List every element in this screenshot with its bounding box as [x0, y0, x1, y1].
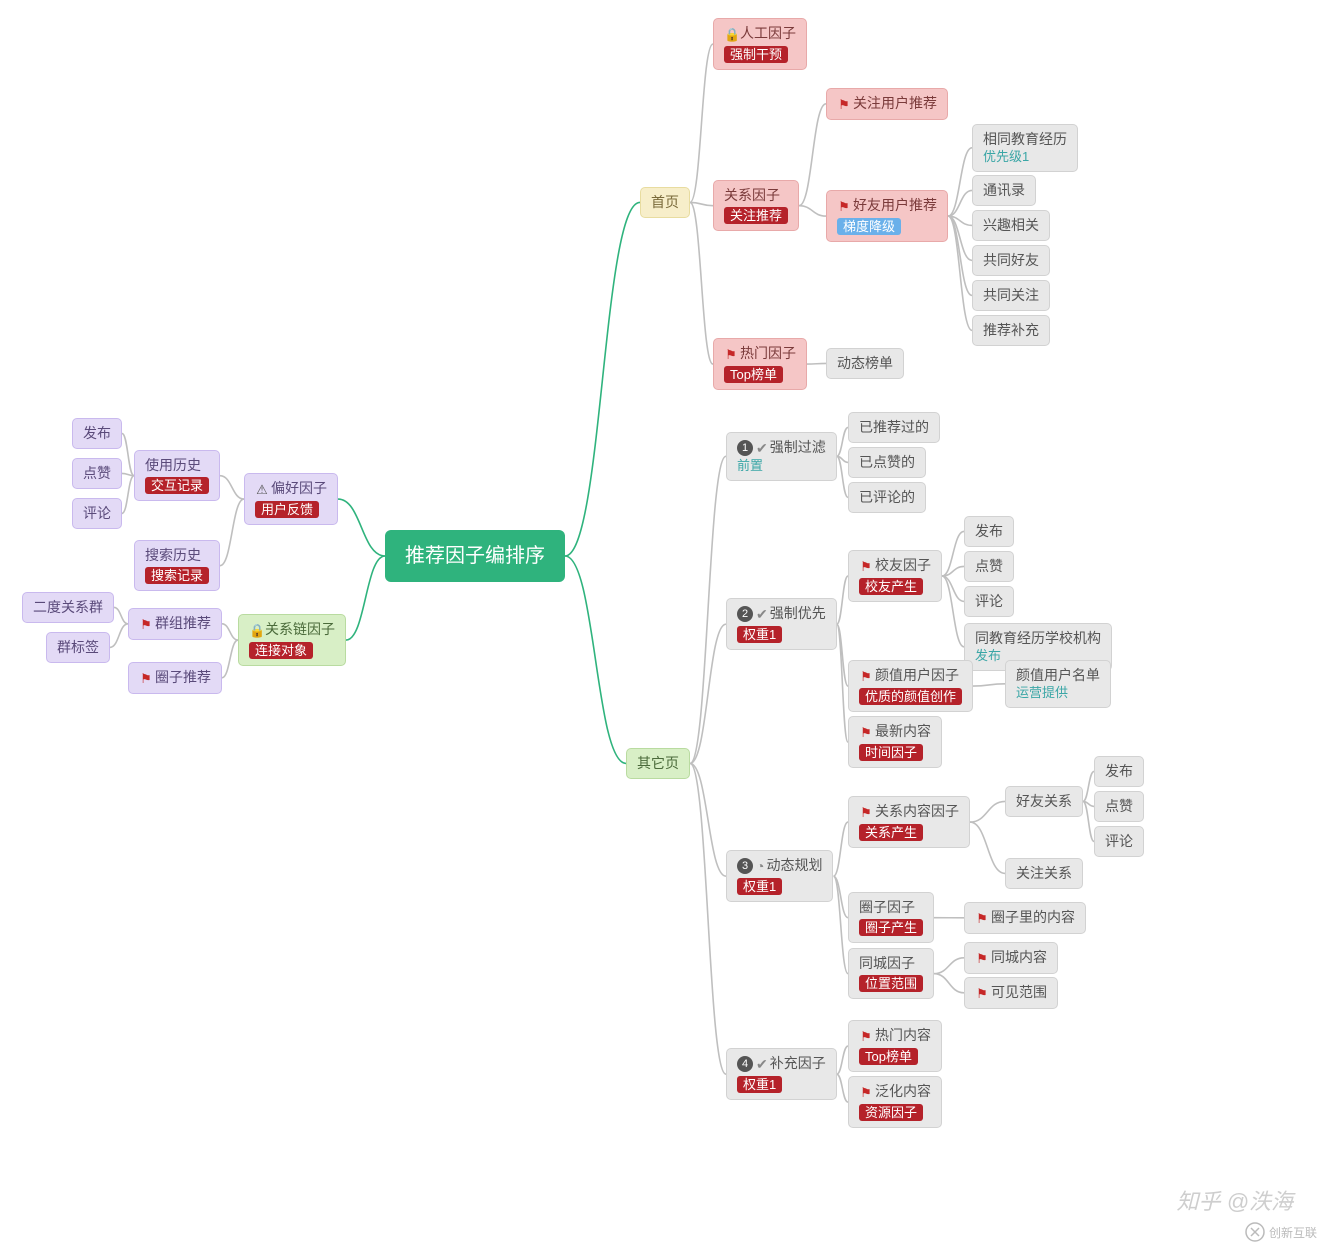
og-sub-3-1[interactable]: ⚑泛化内容资源因子: [848, 1076, 942, 1128]
pref-factor[interactable]: ⚠偏好因子用户反馈: [244, 473, 338, 525]
home-sleaf-1-1-5[interactable]: 推荐补充: [972, 315, 1050, 346]
og-s2leaf-2-0-0-0[interactable]: 发布: [1094, 756, 1144, 787]
watermark: 知乎 @泆海: [1177, 1184, 1293, 1216]
root-node[interactable]: 推荐因子编排序: [385, 530, 565, 582]
home-node[interactable]: 首页: [640, 187, 690, 218]
og-leaf-0-0[interactable]: 已推荐过的: [848, 412, 940, 443]
home-sleaf-1-1-4[interactable]: 共同关注: [972, 280, 1050, 311]
other-group-3[interactable]: 4✔补充因子权重1: [726, 1048, 837, 1100]
chain-leaf-0-0[interactable]: 二度关系群: [22, 592, 114, 623]
home-sleaf-1-1-0[interactable]: 相同教育经历优先级1: [972, 124, 1078, 172]
og-sleaf-2-2-0[interactable]: ⚑同城内容: [964, 942, 1058, 974]
pref-leaf-0-0[interactable]: 发布: [72, 418, 122, 449]
footer-logo: 创新互联: [1245, 1222, 1317, 1242]
other-group-2[interactable]: 3◔动态规划权重1: [726, 850, 833, 902]
og-sleaf-1-0-2[interactable]: 评论: [964, 586, 1014, 617]
other-group-1[interactable]: 2✔强制优先权重1: [726, 598, 837, 650]
home-sub-1-0[interactable]: ⚑关注用户推荐: [826, 88, 948, 120]
other-group-0[interactable]: 1✔强制过滤前置: [726, 432, 837, 481]
og-sleaf-1-0-0[interactable]: 发布: [964, 516, 1014, 547]
chain-leaf-0-1[interactable]: 群标签: [46, 632, 110, 663]
og-sub2-2-0-0[interactable]: 好友关系: [1005, 786, 1083, 817]
og-leaf-0-2[interactable]: 已评论的: [848, 482, 926, 513]
og-sub-1-2[interactable]: ⚑最新内容时间因子: [848, 716, 942, 768]
og-sleaf-2-2-1[interactable]: ⚑可见范围: [964, 977, 1058, 1009]
pref-leaf-0-2[interactable]: 评论: [72, 498, 122, 529]
pref-child-0[interactable]: 使用历史交互记录: [134, 450, 220, 501]
chain-child-0[interactable]: ⚑群组推荐: [128, 608, 222, 640]
home-sub-1-1[interactable]: ⚑好友用户推荐梯度降级: [826, 190, 948, 242]
home-sleaf-1-1-3[interactable]: 共同好友: [972, 245, 1050, 276]
home-sleaf-1-1-1[interactable]: 通讯录: [972, 175, 1036, 206]
home-child-2[interactable]: ⚑热门因子Top榜单: [713, 338, 807, 390]
og-leaf-0-1[interactable]: 已点赞的: [848, 447, 926, 478]
og-sleaf-2-1-0[interactable]: ⚑圈子里的内容: [964, 902, 1086, 934]
chain-factor[interactable]: 🔒关系链因子连接对象: [238, 614, 346, 666]
home-sleaf-1-1-2[interactable]: 兴趣相关: [972, 210, 1050, 241]
og-sub-3-0[interactable]: ⚑热门内容Top榜单: [848, 1020, 942, 1072]
og-sub-2-1[interactable]: 圈子因子圈子产生: [848, 892, 934, 943]
og-sub-2-2[interactable]: 同城因子位置范围: [848, 948, 934, 999]
pref-child-1[interactable]: 搜索历史搜索记录: [134, 540, 220, 591]
og-s2leaf-2-0-0-2[interactable]: 评论: [1094, 826, 1144, 857]
og-sub-1-0[interactable]: ⚑校友因子校友产生: [848, 550, 942, 602]
home-child-0[interactable]: 🔒人工因子强制干预: [713, 18, 807, 70]
og-sleaf-1-0-1[interactable]: 点赞: [964, 551, 1014, 582]
og-sub-2-0[interactable]: ⚑关系内容因子关系产生: [848, 796, 970, 848]
pref-leaf-0-1[interactable]: 点赞: [72, 458, 122, 489]
other-node[interactable]: 其它页: [626, 748, 690, 779]
chain-child-1[interactable]: ⚑圈子推荐: [128, 662, 222, 694]
og-s2leaf-2-0-0-1[interactable]: 点赞: [1094, 791, 1144, 822]
og-sub2-2-0-1[interactable]: 关注关系: [1005, 858, 1083, 889]
home-leaf-2-0[interactable]: 动态榜单: [826, 348, 904, 379]
home-child-1[interactable]: 关系因子关注推荐: [713, 180, 799, 231]
og-sub-1-1[interactable]: ⚑颜值用户因子优质的颜值创作: [848, 660, 973, 712]
og-sleaf-1-1-0[interactable]: 颜值用户名单运营提供: [1005, 660, 1111, 708]
